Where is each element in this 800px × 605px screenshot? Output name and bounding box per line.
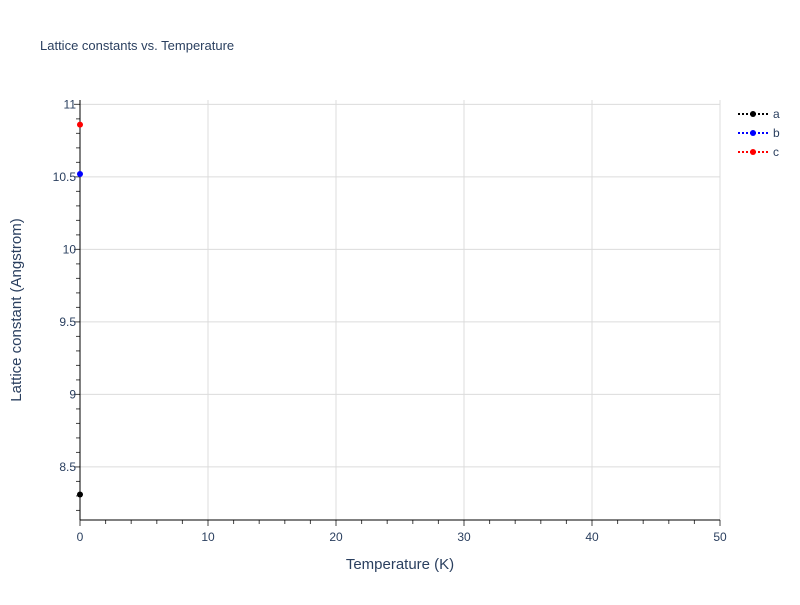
y-tick-label: 9.5 (59, 315, 76, 329)
data-point-b (77, 170, 83, 177)
legend-label-b: b (773, 126, 780, 140)
legend-label-a: a (773, 107, 780, 121)
legend-marker-a (750, 111, 756, 117)
y-axis-label: Lattice constant (Angstrom) (8, 218, 25, 401)
chart-title: Lattice constants vs. Temperature (40, 38, 234, 53)
data-point-c (77, 121, 83, 128)
y-tick-label: 10.5 (53, 170, 77, 184)
x-tick-label: 50 (713, 530, 727, 544)
x-tick-label: 30 (457, 530, 471, 544)
y-tick-label: 11 (64, 97, 77, 111)
y-tick-label: 8.5 (59, 460, 76, 474)
legend-marker-b (750, 130, 756, 136)
data-point-a (77, 491, 83, 498)
legend-marker-c (750, 149, 756, 155)
x-axis-label: Temperature (K) (346, 556, 454, 573)
y-tick-label: 9 (69, 387, 76, 401)
x-tick-label: 40 (585, 530, 599, 544)
legend-label-c: c (773, 145, 779, 159)
y-tick-label: 10 (63, 242, 77, 256)
x-tick-label: 10 (201, 530, 215, 544)
x-tick-label: 0 (77, 530, 84, 544)
x-tick-label: 20 (329, 530, 343, 544)
